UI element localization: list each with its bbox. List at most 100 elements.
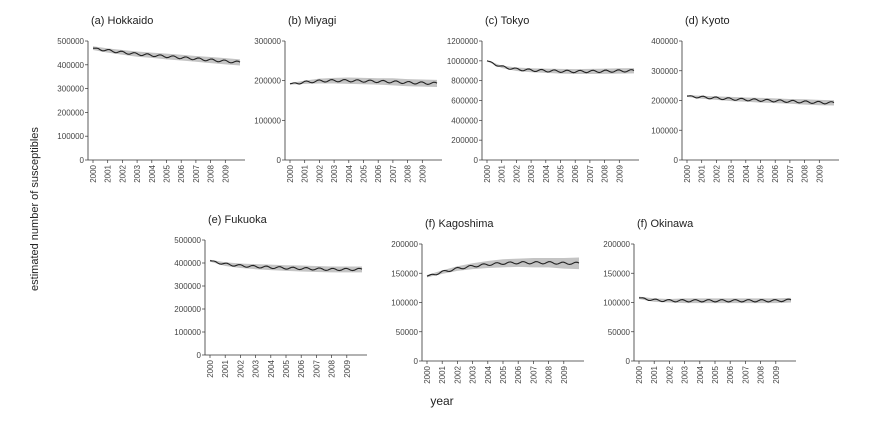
y-tick-label: 1000000 xyxy=(447,57,479,66)
x-tick-label: 2000 xyxy=(483,164,492,182)
y-tick-label: 300000 xyxy=(254,37,281,46)
series-line xyxy=(289,78,438,85)
panel-title: (f) Okinawa xyxy=(637,218,694,230)
x-tick-label: 2006 xyxy=(726,365,735,383)
x-tick-label: 2009 xyxy=(772,365,781,383)
y-tick-label: 600000 xyxy=(451,97,478,106)
y-tick-label: 500000 xyxy=(174,236,201,245)
x-tick-label: 2005 xyxy=(757,164,766,182)
y-tick-label: 150000 xyxy=(391,269,418,278)
y-tick-label: 400000 xyxy=(651,37,678,46)
x-tick-label: 2002 xyxy=(665,365,674,383)
x-tick-label: 2007 xyxy=(529,365,538,383)
y-tick-label: 0 xyxy=(197,351,202,360)
series-line xyxy=(486,60,635,74)
x-tick-label: 2001 xyxy=(104,164,113,182)
y-tick-label: 400000 xyxy=(174,259,201,268)
x-tick-label: 2006 xyxy=(177,164,186,182)
panel-1: (a) Hokkaido 0 100000 200000 300000 400000 500… xyxy=(57,15,245,183)
y-tick-label: 200000 xyxy=(174,305,201,314)
y-tick-label: 50000 xyxy=(608,328,631,337)
x-tick-label: 2002 xyxy=(236,359,245,377)
x-tick-label: 2007 xyxy=(786,164,795,182)
y-tick-label: 0 xyxy=(674,156,679,165)
series-line xyxy=(209,260,363,272)
x-tick-label: 2004 xyxy=(148,164,157,182)
x-tick-label: 2005 xyxy=(163,164,172,182)
x-tick-label: 2001 xyxy=(438,365,447,383)
x-tick-label: 2006 xyxy=(571,164,580,182)
x-tick-label: 2004 xyxy=(345,164,354,182)
x-tick-label: 2007 xyxy=(389,164,398,182)
confidence-band xyxy=(427,257,579,278)
x-tick-label: 2003 xyxy=(727,164,736,182)
x-tick-label: 2005 xyxy=(711,365,720,383)
y-tick-label: 400000 xyxy=(57,61,84,70)
y-tick-label: 200000 xyxy=(254,77,281,86)
series-line xyxy=(92,47,241,64)
x-tick-label: 2003 xyxy=(133,164,142,182)
x-tick-label: 2003 xyxy=(527,164,536,182)
panel-6: (f) Kagoshima 0 50000 100000 150000 200000 200… xyxy=(391,218,584,384)
x-tick-label: 2001 xyxy=(698,164,707,182)
y-tick-label: 0 xyxy=(474,156,479,165)
x-tick-label: 2005 xyxy=(557,164,566,182)
x-tick-label: 2007 xyxy=(586,164,595,182)
x-tick-label: 2005 xyxy=(282,359,291,377)
panel-title: (b) Miyagi xyxy=(288,15,336,27)
x-tick-label: 2003 xyxy=(252,359,261,377)
y-tick-label: 100000 xyxy=(254,116,281,125)
panel-title: (a) Hokkaido xyxy=(91,15,153,27)
x-tick-label: 2001 xyxy=(498,164,507,182)
x-tick-label: 2003 xyxy=(681,365,690,383)
y-tick-label: 400000 xyxy=(451,116,478,125)
x-tick-label: 2000 xyxy=(635,365,644,383)
series-line xyxy=(426,261,580,277)
x-tick-label: 2002 xyxy=(512,164,521,182)
global-y-axis-label: estimated number of susceptibles xyxy=(29,127,41,291)
panel-3: (c) Tokyo 0 200000 400000 600000 800000 100000… xyxy=(447,15,639,183)
x-tick-label: 2002 xyxy=(712,164,721,182)
y-tick-label: 0 xyxy=(80,156,85,165)
x-tick-label: 2006 xyxy=(771,164,780,182)
y-tick-label: 200000 xyxy=(391,240,418,249)
x-tick-label: 2001 xyxy=(301,164,310,182)
y-tick-label: 100000 xyxy=(391,299,418,308)
panel-title: (d) Kyoto xyxy=(685,15,730,27)
x-tick-label: 2008 xyxy=(601,164,610,182)
x-tick-label: 2001 xyxy=(650,365,659,383)
y-tick-label: 100000 xyxy=(57,132,84,141)
x-tick-label: 2008 xyxy=(404,164,413,182)
y-tick-label: 0 xyxy=(414,357,419,366)
x-tick-label: 2008 xyxy=(328,359,337,377)
x-tick-label: 2004 xyxy=(742,164,751,182)
panel-5: (e) Fukuoka 0 100000 200000 300000 400000 5000… xyxy=(174,214,367,378)
panel-title: (f) Kagoshima xyxy=(425,218,494,230)
y-tick-label: 100000 xyxy=(603,299,630,308)
panel-4: (d) Kyoto 0 100000 200000 300000 400000 2000 20… xyxy=(651,15,839,183)
x-tick-label: 2003 xyxy=(330,164,339,182)
x-tick-label: 2000 xyxy=(206,359,215,377)
y-tick-label: 100000 xyxy=(651,126,678,135)
x-tick-label: 2007 xyxy=(312,359,321,377)
y-tick-label: 150000 xyxy=(603,269,630,278)
y-tick-label: 800000 xyxy=(451,77,478,86)
x-tick-label: 2008 xyxy=(207,164,216,182)
panel-2: (b) Miyagi 0 100000 200000 300000 2000 2001 200… xyxy=(254,15,442,183)
confidence-band xyxy=(93,46,240,66)
x-tick-label: 2008 xyxy=(801,164,810,182)
x-tick-label: 2004 xyxy=(484,365,493,383)
y-tick-label: 200000 xyxy=(603,240,630,249)
global-x-axis-label: year xyxy=(430,394,454,408)
x-tick-label: 2008 xyxy=(545,365,554,383)
y-tick-label: 300000 xyxy=(174,282,201,291)
x-tick-label: 2007 xyxy=(192,164,201,182)
x-tick-label: 2009 xyxy=(343,359,352,377)
x-tick-label: 2009 xyxy=(815,164,824,182)
x-tick-label: 2000 xyxy=(423,365,432,383)
y-tick-label: 200000 xyxy=(451,136,478,145)
y-tick-label: 50000 xyxy=(396,328,419,337)
x-tick-label: 2009 xyxy=(221,164,230,182)
